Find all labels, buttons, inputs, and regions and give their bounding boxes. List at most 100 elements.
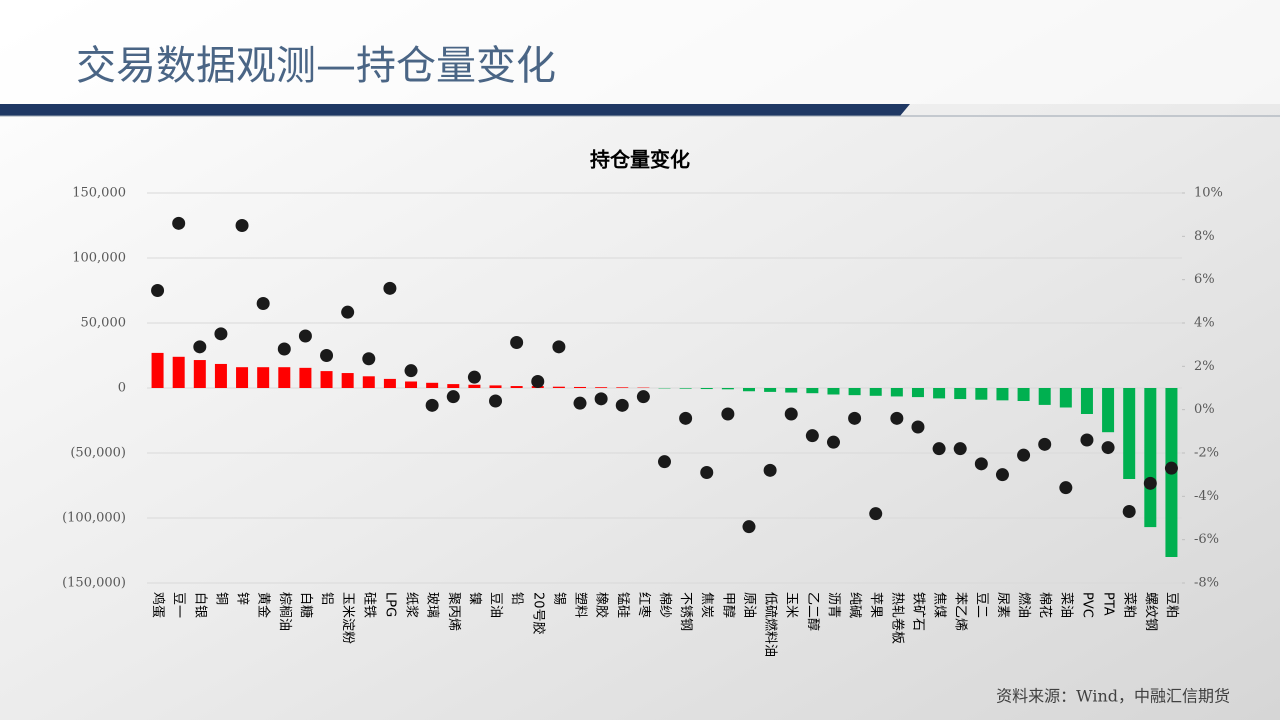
bar (975, 388, 988, 400)
bar (214, 363, 227, 388)
x-tick-label: 玉米淀粉 (340, 592, 355, 644)
x-tick-label: 焦煤 (932, 592, 947, 618)
x-tick-label: 鸡蛋 (150, 592, 166, 618)
dot (721, 407, 735, 421)
x-tick-label: PTA (1101, 592, 1116, 616)
x-tick-label: 苹果 (868, 592, 883, 618)
bar (426, 382, 439, 388)
bar (320, 371, 333, 388)
x-tick-label: 白糖 (298, 592, 314, 618)
x-tick-label: 铅 (509, 592, 524, 605)
bar (848, 388, 861, 396)
bar (257, 367, 270, 388)
header-rule (0, 104, 910, 116)
dot (510, 336, 524, 349)
y2-tick-label: 6% (1194, 272, 1215, 287)
dot (467, 370, 481, 384)
x-tick-label: 铁矿石 (910, 592, 925, 631)
dot (446, 390, 460, 404)
dot (214, 327, 228, 341)
bar (447, 384, 460, 388)
bar (299, 367, 312, 388)
bar (1123, 388, 1136, 479)
bar (616, 387, 629, 388)
dot (848, 411, 862, 425)
x-tick-label: 热轧卷板 (889, 592, 905, 644)
dot (256, 297, 270, 310)
y-tick-label: 0 (118, 381, 126, 396)
dot (1017, 448, 1031, 462)
x-tick-label: 玉米 (784, 592, 799, 618)
bar (700, 388, 713, 390)
y2-tick-label: -6% (1194, 532, 1219, 547)
slide-title: 交易数据观测—持仓量变化 (76, 43, 556, 89)
y-tick-label: (150,000) (62, 576, 126, 591)
dot (974, 457, 988, 471)
bar (806, 388, 819, 394)
dot (742, 520, 756, 534)
source-note: 资料来源：Wind，中融汇信期货 (996, 687, 1230, 706)
x-tick-label: 甲醇 (720, 592, 736, 618)
y-tick-label: (100,000) (62, 511, 126, 526)
bar (193, 360, 206, 388)
y2-tick-label: 8% (1194, 229, 1215, 244)
y-tick-label: (50,000) (70, 446, 126, 461)
dot (320, 349, 334, 362)
x-tick-label: 20号胶 (530, 592, 546, 635)
bar (954, 388, 967, 400)
bar (236, 367, 249, 388)
x-tick-label: 玻璃 (425, 592, 440, 618)
dot (235, 219, 249, 232)
x-tick-label: 不锈钢 (678, 592, 693, 631)
dot (1101, 441, 1115, 455)
dot (172, 216, 186, 230)
dot (552, 340, 566, 354)
header-band (0, 0, 1280, 104)
chart-title: 持仓量变化 (590, 148, 690, 172)
x-tick-label: 硅铁 (361, 592, 376, 618)
bar (890, 388, 903, 397)
x-tick-label: 豆一 (171, 592, 186, 618)
y-tick-label: 150,000 (72, 186, 126, 201)
x-tick-label: 锡 (551, 592, 566, 605)
bar (679, 388, 692, 389)
dot (489, 394, 503, 408)
x-tick-label: 豆二 (974, 592, 989, 618)
dot (1038, 437, 1052, 451)
dot (869, 507, 883, 521)
dot (932, 442, 946, 456)
plot-area: 150,000 100,000 50,000 0 (50,000) (100,000) (1… (62, 186, 1223, 658)
dot (784, 407, 798, 421)
bar (172, 356, 185, 388)
y2-tick-label: 4% (1194, 316, 1215, 331)
dot (362, 352, 376, 366)
dot (679, 411, 693, 425)
x-tick-label: 镍 (467, 592, 482, 605)
y-tick-label: 50,000 (81, 316, 127, 331)
dot (763, 463, 777, 477)
x-tick-label: 纸浆 (404, 592, 419, 618)
bar (1102, 388, 1115, 433)
bar (1038, 388, 1051, 405)
bar (785, 388, 798, 393)
bar (468, 384, 481, 388)
dot (658, 455, 671, 469)
y2-tick-label: -4% (1194, 489, 1219, 504)
bar (996, 388, 1009, 401)
dot (151, 284, 165, 297)
x-tick-label: 棉花 (1037, 592, 1053, 618)
bar (151, 352, 164, 388)
bar (827, 388, 840, 395)
x-tick-label: 原油 (741, 592, 756, 618)
x-tick-label: 乙二醇 (805, 592, 821, 631)
bar (341, 373, 354, 388)
x-tick-label: PVC (1079, 592, 1094, 618)
bar (1080, 388, 1093, 414)
bar (595, 387, 608, 388)
bar (721, 388, 734, 390)
x-tick-label: 尿素 (995, 592, 1010, 618)
x-tick-label: 棕榈油 (277, 592, 292, 631)
dot (1164, 461, 1178, 475)
